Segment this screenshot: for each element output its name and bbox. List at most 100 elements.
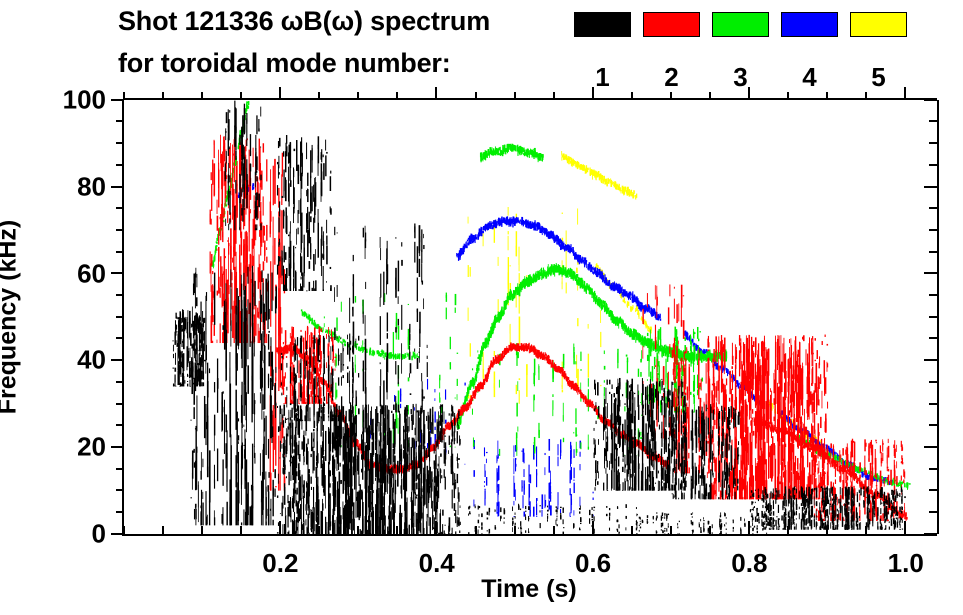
legend-swatch-4 — [781, 12, 838, 37]
y-tick-label: 60 — [77, 258, 106, 289]
y-tick — [116, 294, 124, 297]
x-tick-label: 0.6 — [574, 548, 612, 578]
x-tick-top — [513, 92, 516, 100]
x-tick-top — [122, 92, 125, 100]
y-tick — [111, 98, 124, 101]
y-tick — [111, 532, 124, 535]
x-tick-top — [357, 92, 360, 100]
y-tick — [116, 489, 124, 492]
x-tick — [200, 526, 203, 534]
y-tick-right — [929, 424, 937, 427]
legend-swatch-5 — [850, 12, 907, 37]
legend-swatch-3 — [712, 12, 769, 37]
y-tick — [111, 272, 124, 275]
y-tick-label: 80 — [77, 171, 106, 202]
x-tick-top — [826, 92, 829, 100]
y-tick — [116, 142, 124, 145]
y-tick — [116, 120, 124, 123]
x-tick-top — [709, 92, 712, 100]
legend-label-3: 3 — [733, 62, 748, 92]
legend: 1 2 3 4 5 — [574, 12, 919, 92]
x-tick — [122, 526, 125, 534]
y-tick — [116, 337, 124, 340]
x-tick-top — [904, 87, 907, 100]
y-tick-right — [924, 272, 937, 275]
y-tick-right — [929, 228, 937, 231]
x-tick-top — [591, 87, 594, 100]
x-tick — [357, 526, 360, 534]
x-axis-title: Time (s) — [481, 575, 577, 603]
y-tick — [116, 315, 124, 318]
y-tick-right — [924, 98, 937, 101]
y-tick — [116, 250, 124, 253]
x-tick-top — [318, 92, 321, 100]
y-tick-right — [924, 445, 937, 448]
y-tick-right — [929, 207, 937, 210]
y-tick-right — [929, 489, 937, 492]
y-tick — [116, 467, 124, 470]
x-tick-label: 0.4 — [418, 548, 455, 578]
x-tick — [865, 526, 868, 534]
legend-label-5: 5 — [871, 62, 886, 92]
x-tick — [709, 526, 712, 534]
x-tick-top — [200, 92, 203, 100]
y-tick-right — [929, 315, 937, 318]
legend-label-2: 2 — [664, 62, 679, 92]
x-tick-top — [279, 87, 282, 100]
x-tick-top — [474, 92, 477, 100]
y-tick-right — [929, 380, 937, 383]
y-tick — [111, 185, 124, 188]
y-tick-right — [929, 142, 937, 145]
x-tick-top — [161, 92, 164, 100]
y-tick-right — [924, 359, 937, 362]
x-tick-top — [669, 92, 672, 100]
x-tick-top — [552, 92, 555, 100]
x-tick — [279, 521, 282, 534]
x-tick-top — [396, 92, 399, 100]
y-tick — [116, 402, 124, 405]
x-tick — [474, 526, 477, 534]
y-tick-right — [929, 163, 937, 166]
x-tick — [787, 526, 790, 534]
x-tick — [396, 526, 399, 534]
y-tick-right — [929, 120, 937, 123]
x-tick — [591, 521, 594, 534]
y-tick — [116, 163, 124, 166]
x-tick — [904, 521, 907, 534]
x-tick-top — [240, 92, 242, 100]
y-tick — [116, 228, 124, 231]
legend-swatch-1 — [574, 12, 631, 37]
x-tick-top — [630, 92, 633, 100]
y-tick-label: 40 — [77, 344, 106, 375]
x-tick — [240, 526, 242, 534]
x-tick-label: 0.2 — [262, 548, 299, 578]
x-tick-label: 0.8 — [731, 548, 768, 578]
y-tick — [116, 424, 124, 427]
x-tick — [630, 526, 633, 534]
y-tick-right — [929, 467, 937, 470]
x-tick-label: 1.0 — [887, 548, 924, 578]
plot-area: 0 20 40 60 80 100 0.2 0.4 0.6 0.8 1.0 — [63, 85, 939, 578]
y-tick-right — [929, 337, 937, 340]
y-tick-right — [924, 185, 937, 188]
legend-label-1: 1 — [595, 62, 610, 92]
y-tick-right — [929, 250, 937, 253]
x-tick-top — [435, 87, 438, 100]
y-tick-label: 100 — [62, 84, 106, 115]
y-tick-label: 20 — [77, 431, 106, 462]
x-tick — [748, 521, 751, 534]
chart-title-line-1: Shot 121336 ωB(ω) spectrum — [118, 6, 491, 36]
chart-title-line-2: for toroidal mode number: — [118, 48, 451, 78]
legend-label-4: 4 — [802, 62, 817, 92]
y-tick — [111, 359, 124, 362]
x-tick — [669, 526, 672, 534]
x-tick-top — [865, 92, 868, 100]
y-tick-right — [929, 294, 937, 297]
spectrogram-canvas — [124, 100, 937, 534]
y-tick-right — [924, 532, 937, 535]
axis-top — [124, 97, 937, 100]
y-tick — [111, 445, 124, 448]
x-tick — [435, 521, 438, 534]
x-tick-top — [748, 87, 751, 100]
